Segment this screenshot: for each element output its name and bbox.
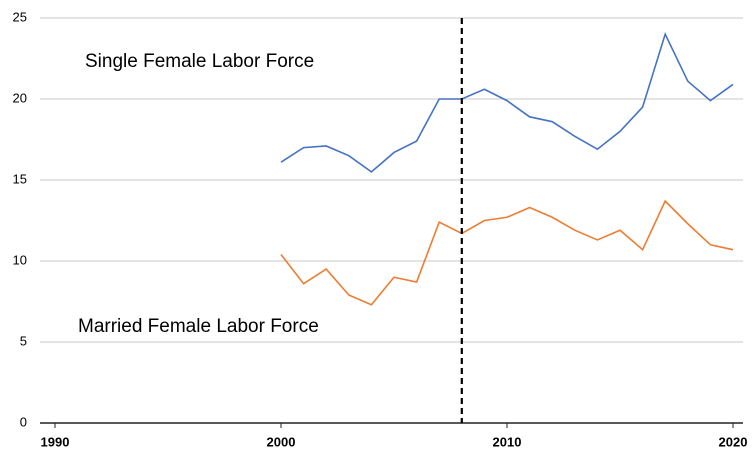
y-tick-label: 10 (13, 252, 27, 267)
series-line (280, 199, 734, 306)
x-tick-label: 1990 (41, 434, 70, 449)
y-tick-label: 15 (13, 171, 27, 186)
y-tick-label: 0 (20, 414, 27, 429)
x-tick-label: 2020 (719, 434, 748, 449)
x-tick-label: 2000 (267, 434, 296, 449)
y-tick-label: 20 (13, 90, 27, 105)
series-label: Married Female Labor Force (78, 316, 319, 337)
series-label: Single Female Labor Force (85, 51, 314, 72)
series-line (280, 32, 734, 173)
x-tick-label: 2010 (493, 434, 522, 449)
y-tick-label: 25 (13, 9, 27, 24)
y-tick-label: 5 (20, 333, 27, 348)
